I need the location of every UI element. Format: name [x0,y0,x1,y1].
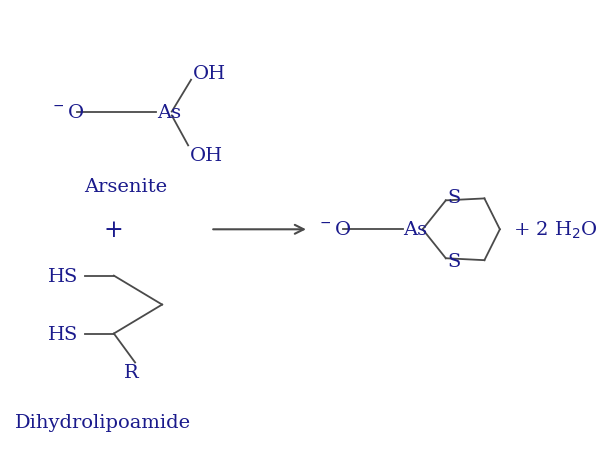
Text: S: S [448,189,461,207]
Text: HS: HS [48,325,78,343]
Text: As: As [157,103,181,121]
Text: $^-$O: $^-$O [316,221,351,239]
Text: As: As [403,221,427,239]
Text: S: S [448,253,461,270]
Text: R: R [124,363,138,381]
Text: + 2 H$_2$O: + 2 H$_2$O [513,219,598,240]
Text: OH: OH [190,147,223,165]
Text: OH: OH [193,65,226,83]
Text: $^-$O: $^-$O [50,103,84,121]
Text: Arsenite: Arsenite [84,178,167,196]
Text: HS: HS [48,267,78,285]
Text: Dihydrolipoamide: Dihydrolipoamide [15,414,190,431]
Text: +: + [104,218,124,241]
